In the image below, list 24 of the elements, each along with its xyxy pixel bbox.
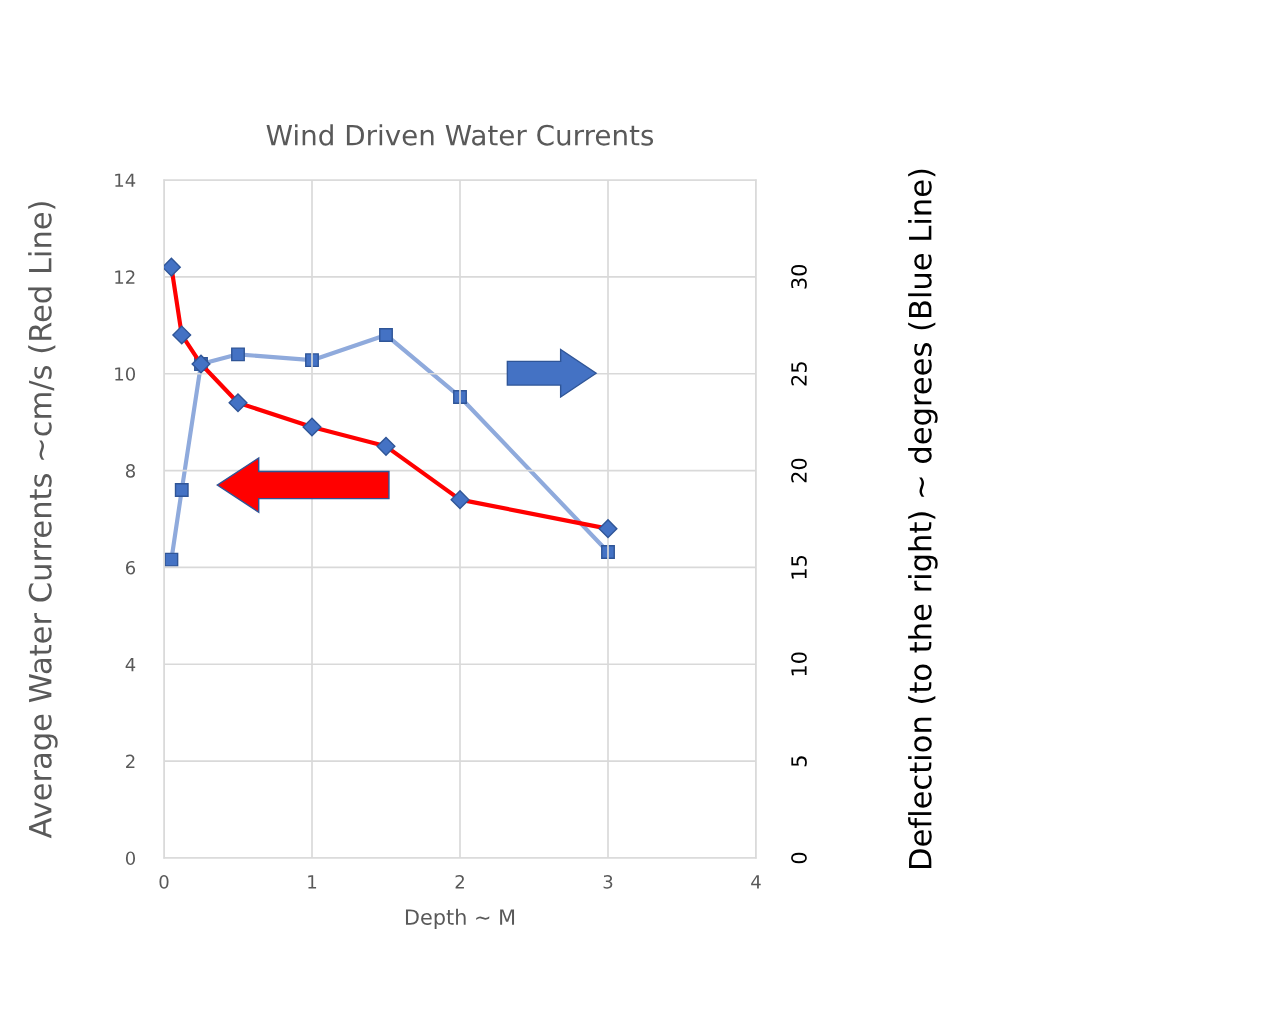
y2-tick-label: 5 [791, 756, 807, 767]
y-axis-title: Average Water Currents ~cm/s (Red Line) [28, 202, 58, 839]
y-tick-label: 6 [126, 560, 136, 575]
y2-tick-label: 25 [791, 362, 807, 386]
x-tick-label: 1 [308, 875, 317, 889]
x-tick-label: 0 [159, 874, 169, 889]
y-tick-label: 10 [115, 367, 136, 381]
y2-tick-label: 30 [791, 264, 807, 289]
y-tick-label: 12 [115, 270, 135, 284]
y-tick-label: 8 [125, 464, 135, 478]
y2-tick-label: 10 [791, 652, 807, 676]
y-tick-label: 0 [125, 851, 136, 866]
x-tick-label: 3 [603, 874, 613, 889]
chart-title: Wind Driven Water Currents [266, 124, 654, 146]
y2-tick-label: 15 [791, 555, 807, 579]
y-tick-label: 2 [126, 754, 135, 768]
y2-tick-label: 0 [791, 852, 807, 864]
x-axis-title: Depth ~ M [405, 908, 515, 929]
x-tick-label: 2 [455, 874, 464, 889]
y-tick-label: 14 [115, 173, 136, 187]
y2-axis-title: Deflection (to the right) ~ degrees (Blue Line) [908, 169, 938, 868]
y2-tick-label: 20 [791, 458, 807, 483]
y-tick-label: 4 [125, 657, 136, 672]
x-tick-label: 4 [751, 875, 761, 889]
